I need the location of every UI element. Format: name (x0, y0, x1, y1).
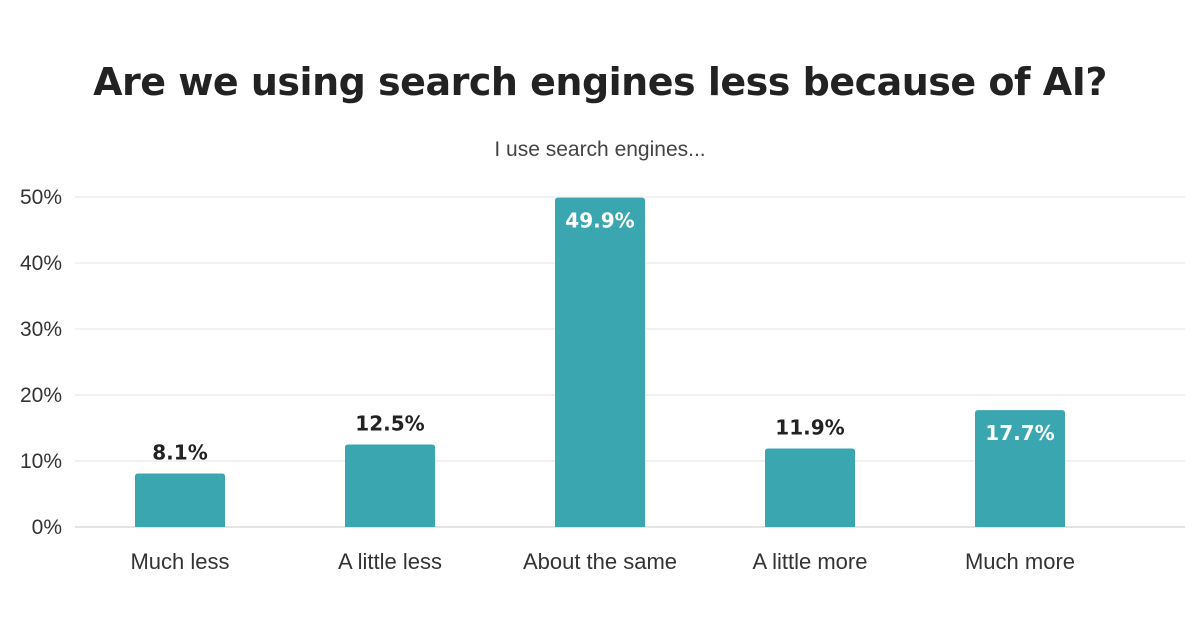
chart-title: Are we using search engines less because… (93, 60, 1107, 104)
y-tick-label: 30% (20, 318, 62, 341)
x-axis-ticks: Much less A little less About the same A li… (130, 549, 1075, 574)
y-tick-label: 10% (20, 450, 62, 473)
data-label: 8.1% (152, 441, 207, 465)
x-tick-label: Much more (965, 549, 1075, 574)
bar-a-little-more (765, 448, 855, 527)
data-label: 17.7% (985, 421, 1054, 445)
data-label: 12.5% (355, 412, 424, 436)
y-tick-label: 50% (20, 186, 62, 209)
y-tick-label: 20% (20, 384, 62, 407)
x-tick-label: A little more (753, 549, 868, 574)
x-tick-label: Much less (130, 549, 229, 574)
data-label: 11.9% (775, 415, 844, 439)
bars (135, 197, 1065, 527)
data-label: 49.9% (565, 209, 634, 233)
y-tick-label: 0% (32, 516, 62, 539)
bar-much-more (975, 410, 1065, 527)
data-labels: 8.1% 12.5% 49.9% 11.9% 17.7% (152, 209, 1054, 465)
x-tick-label: About the same (523, 549, 677, 574)
y-tick-label: 40% (20, 252, 62, 275)
y-axis-ticks: 0% 10% 20% 30% 40% 50% (20, 186, 62, 539)
chart-subtitle: I use search engines... (494, 138, 706, 161)
x-tick-label: A little less (338, 549, 442, 574)
bar-much-less (135, 473, 225, 527)
bar-a-little-less (345, 444, 435, 527)
bar-about-the-same (555, 197, 645, 527)
